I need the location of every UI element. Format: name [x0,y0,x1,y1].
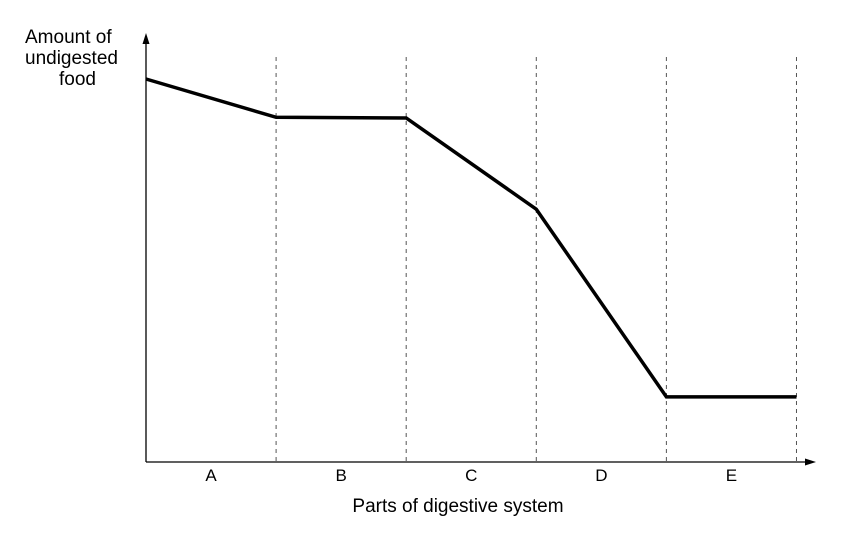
region-label-B: B [335,466,346,485]
y-axis-label-line-1: Amount of [25,27,112,48]
series-undigested-food [145,77,797,399]
region-label-A: A [205,466,217,485]
y-axis-label-line-2: undigested [25,48,118,69]
y-axis-label-line-3: food [59,69,96,90]
y-axis-arrow [142,33,150,44]
series-line [145,77,797,399]
region-label-C: C [465,466,477,485]
x-axis-arrow [805,458,816,466]
region-label-E: E [726,466,737,485]
x-axis-label: Parts of digestive system [352,496,563,517]
region-dividers [275,57,797,462]
region-label-D: D [595,466,607,485]
region-labels: A B C D E [205,466,737,485]
